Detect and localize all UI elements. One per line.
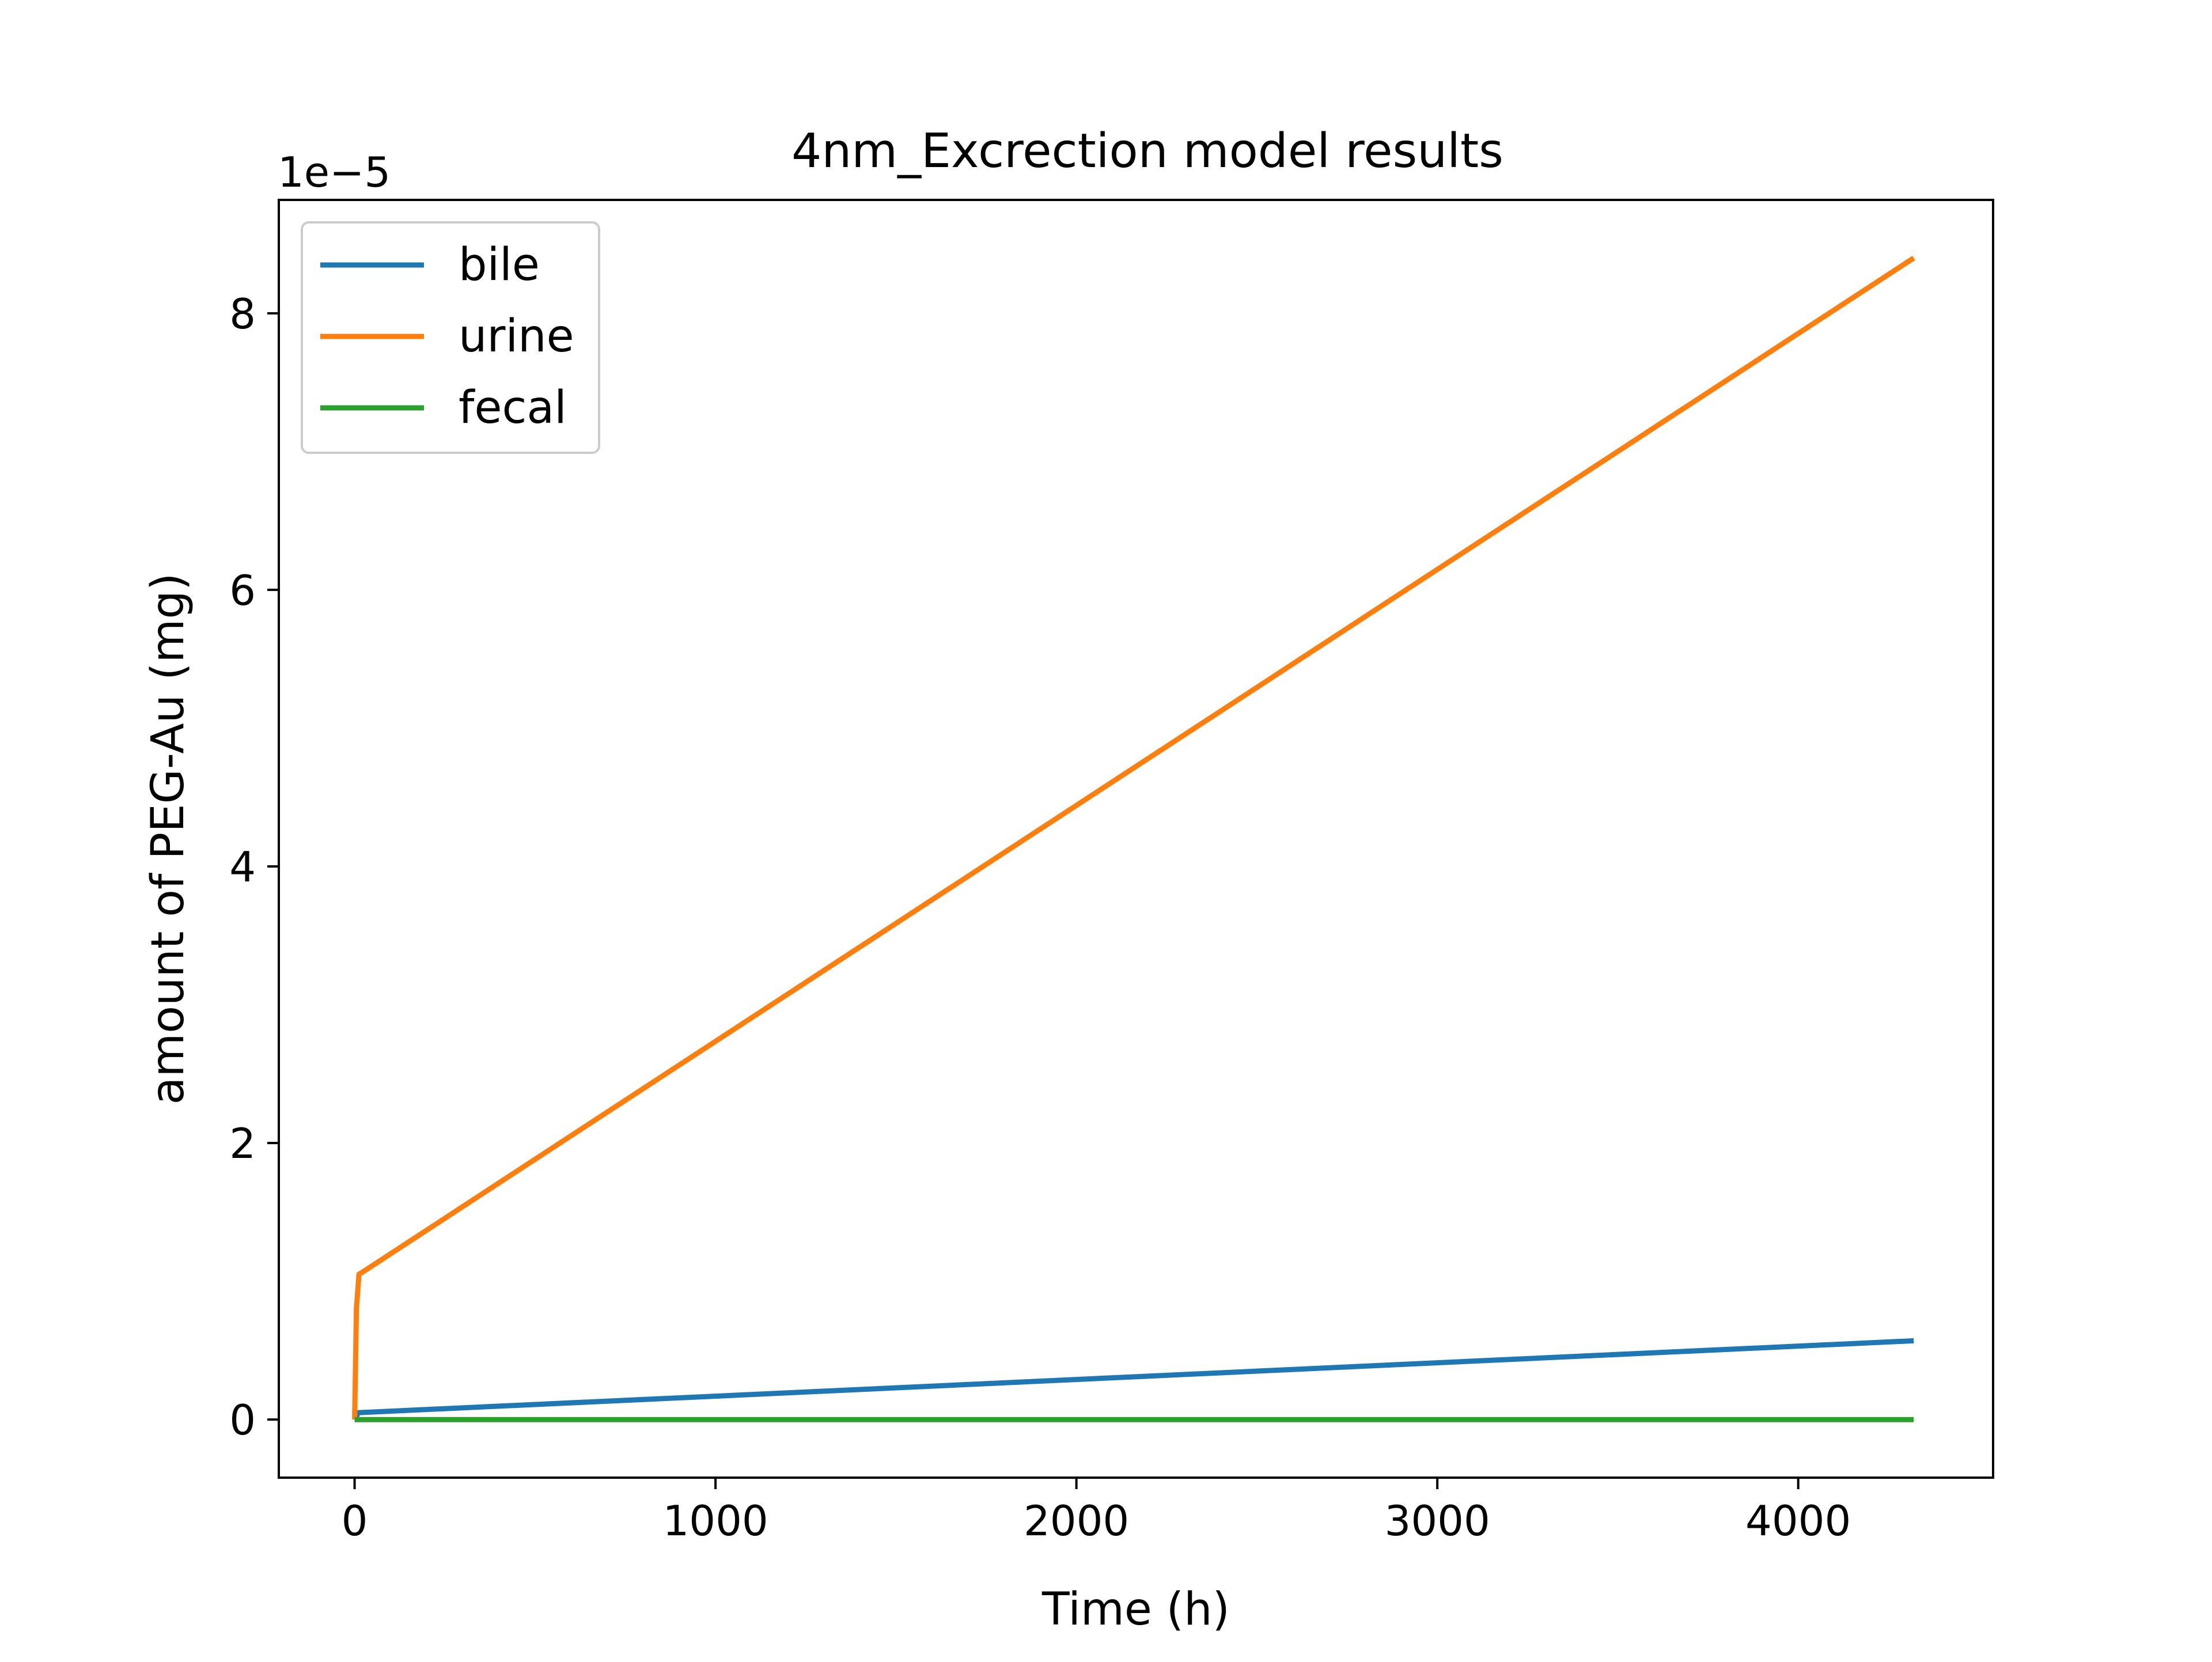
legend-label-fecal: fecal <box>459 382 567 434</box>
y-offset-label: 1e−5 <box>278 148 391 196</box>
x-tick-label: 1000 <box>662 1497 768 1545</box>
legend-label-urine: urine <box>459 311 574 362</box>
axis-ticks: 0 1000 2000 3000 4000 0 2 4 6 8 <box>229 290 1851 1545</box>
plot-frame <box>278 199 1994 1479</box>
y-tick-label: 6 <box>229 566 256 615</box>
legend: bile urine fecal <box>301 221 600 454</box>
x-axis-label: Time (h) <box>1041 1584 1230 1636</box>
y-axis-label: amount of PEG-Au (mg) <box>142 573 194 1105</box>
legend-label-bile: bile <box>459 239 540 291</box>
x-tick-label: 4000 <box>1745 1497 1851 1545</box>
x-tick-label: 0 <box>342 1497 368 1545</box>
x-tick-label: 2000 <box>1024 1497 1129 1545</box>
y-tick-label: 8 <box>229 290 256 338</box>
legend-frame <box>301 221 600 454</box>
x-tick-label: 3000 <box>1385 1497 1490 1545</box>
y-tick-label: 2 <box>229 1119 256 1168</box>
y-tick-label: 4 <box>229 843 256 891</box>
plot-area <box>352 256 1915 1422</box>
series-line-urine <box>352 256 1915 1420</box>
chart-title: 4nm_Excrection model results <box>791 124 1503 179</box>
y-tick-label: 0 <box>229 1396 256 1444</box>
